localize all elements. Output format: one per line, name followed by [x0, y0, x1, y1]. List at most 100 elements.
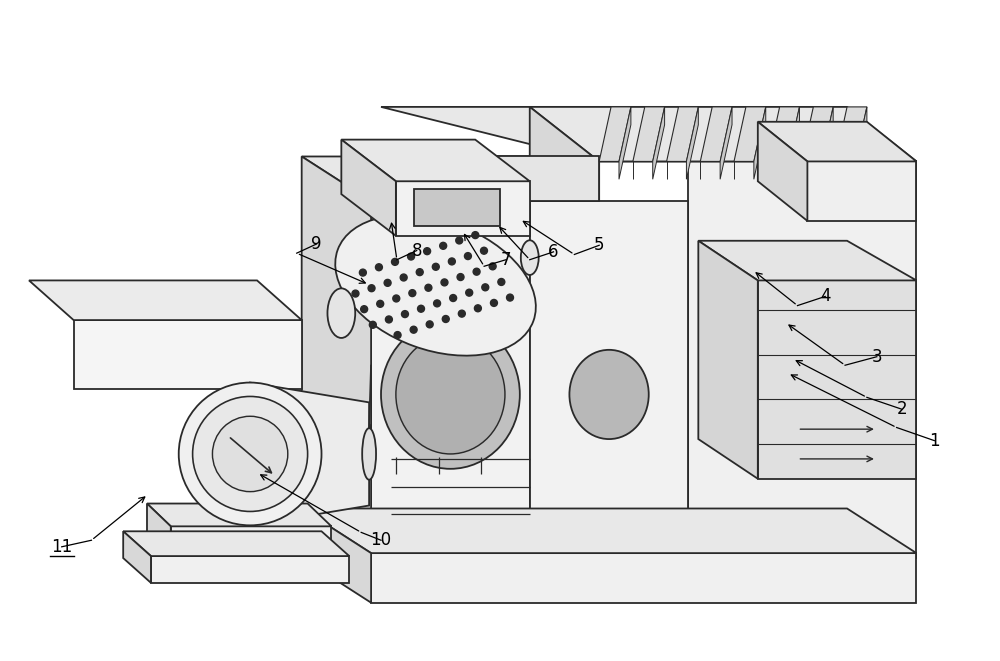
Text: 2: 2 — [896, 400, 907, 418]
Polygon shape — [758, 280, 916, 479]
Polygon shape — [74, 320, 302, 389]
Ellipse shape — [569, 350, 649, 439]
Polygon shape — [768, 107, 799, 161]
Circle shape — [401, 311, 408, 317]
Circle shape — [440, 243, 447, 249]
Text: 4: 4 — [820, 288, 830, 305]
Text: 7: 7 — [501, 251, 511, 269]
Circle shape — [368, 285, 375, 292]
Text: 1: 1 — [929, 432, 940, 449]
Polygon shape — [835, 107, 867, 161]
Circle shape — [441, 279, 448, 286]
Circle shape — [457, 274, 464, 280]
Polygon shape — [371, 201, 530, 558]
Circle shape — [212, 416, 288, 492]
Circle shape — [394, 332, 401, 338]
Text: 8: 8 — [411, 241, 422, 260]
Text: 6: 6 — [548, 243, 559, 261]
Circle shape — [416, 268, 423, 276]
Polygon shape — [688, 161, 916, 558]
Circle shape — [359, 269, 366, 276]
Polygon shape — [619, 107, 631, 179]
Circle shape — [392, 258, 398, 265]
Circle shape — [466, 290, 473, 296]
Polygon shape — [633, 107, 665, 161]
Text: 5: 5 — [594, 236, 604, 254]
Polygon shape — [530, 107, 599, 558]
Polygon shape — [381, 107, 916, 161]
Polygon shape — [29, 280, 302, 320]
Polygon shape — [698, 241, 758, 479]
Polygon shape — [530, 107, 916, 161]
Polygon shape — [302, 508, 916, 553]
Polygon shape — [460, 157, 599, 201]
Polygon shape — [147, 504, 171, 556]
Circle shape — [426, 321, 433, 328]
Polygon shape — [396, 181, 530, 236]
Ellipse shape — [521, 240, 539, 275]
Polygon shape — [147, 504, 331, 526]
Polygon shape — [599, 107, 631, 161]
Polygon shape — [302, 508, 371, 603]
Circle shape — [507, 294, 513, 301]
Circle shape — [408, 253, 415, 260]
Polygon shape — [302, 157, 599, 201]
Ellipse shape — [327, 288, 355, 338]
Circle shape — [352, 290, 359, 297]
Ellipse shape — [396, 335, 505, 454]
Circle shape — [442, 315, 449, 323]
Circle shape — [424, 248, 431, 254]
Polygon shape — [653, 107, 665, 179]
Circle shape — [472, 231, 479, 239]
Polygon shape — [807, 161, 916, 221]
Polygon shape — [302, 157, 371, 558]
Circle shape — [193, 397, 308, 512]
Circle shape — [432, 263, 439, 270]
Polygon shape — [758, 122, 807, 221]
Circle shape — [400, 274, 407, 281]
Circle shape — [385, 316, 392, 323]
Polygon shape — [250, 383, 369, 525]
Polygon shape — [686, 107, 698, 179]
Text: 11: 11 — [51, 538, 72, 556]
Circle shape — [481, 247, 487, 254]
Circle shape — [490, 299, 497, 307]
Polygon shape — [414, 189, 500, 226]
Text: 3: 3 — [871, 348, 882, 366]
Circle shape — [456, 237, 463, 244]
Polygon shape — [123, 531, 151, 583]
Circle shape — [377, 300, 384, 307]
Polygon shape — [855, 107, 867, 179]
Polygon shape — [171, 526, 331, 556]
Circle shape — [482, 284, 489, 291]
Polygon shape — [801, 107, 833, 161]
Circle shape — [179, 383, 322, 525]
Polygon shape — [700, 107, 732, 161]
Polygon shape — [734, 107, 766, 161]
Polygon shape — [371, 553, 916, 603]
Circle shape — [393, 295, 400, 302]
Circle shape — [369, 321, 376, 329]
Ellipse shape — [335, 215, 536, 356]
Polygon shape — [720, 107, 732, 179]
Polygon shape — [151, 556, 349, 583]
Polygon shape — [123, 531, 349, 556]
Text: 9: 9 — [311, 235, 322, 253]
Circle shape — [410, 327, 417, 333]
Polygon shape — [758, 122, 916, 161]
Circle shape — [450, 295, 457, 301]
Polygon shape — [667, 107, 698, 161]
Circle shape — [375, 264, 382, 271]
Polygon shape — [754, 107, 766, 179]
Ellipse shape — [381, 320, 520, 469]
Circle shape — [434, 300, 441, 307]
Circle shape — [458, 310, 465, 317]
Circle shape — [448, 258, 455, 265]
Text: 10: 10 — [370, 531, 392, 549]
Circle shape — [418, 305, 424, 312]
Polygon shape — [788, 107, 799, 179]
Circle shape — [361, 305, 368, 313]
Circle shape — [498, 278, 505, 286]
Polygon shape — [698, 241, 916, 280]
Polygon shape — [341, 139, 530, 181]
